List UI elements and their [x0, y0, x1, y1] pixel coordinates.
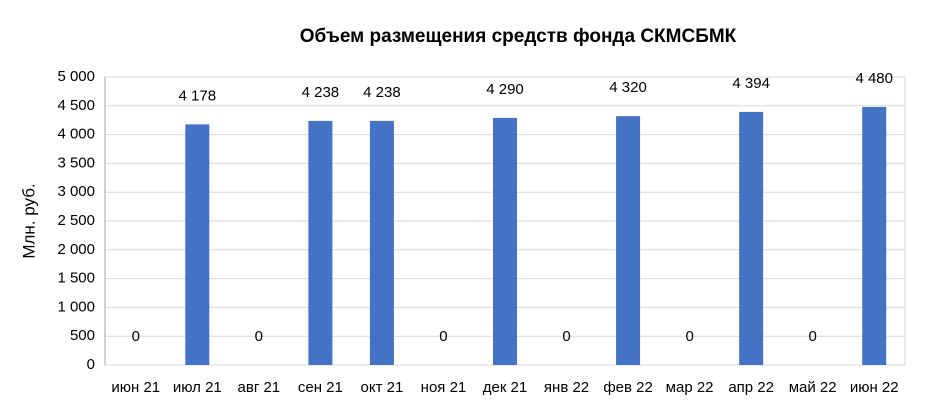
value-label: 4 480	[855, 70, 893, 87]
value-label: 4 178	[179, 87, 217, 104]
bar	[862, 106, 887, 366]
y-tick-label: 3 500	[57, 154, 95, 171]
x-tick-label: фев 22	[603, 379, 653, 396]
x-tick-label: янв 22	[544, 379, 589, 396]
y-tick-label: 5 000	[57, 68, 95, 85]
y-tick-label: 3 000	[57, 183, 95, 200]
bar	[616, 116, 641, 365]
bar	[493, 117, 517, 366]
value-label: 4 320	[609, 79, 647, 96]
bar	[369, 120, 394, 365]
x-tick-label: июн 21	[111, 379, 160, 396]
y-tick-label: 2 500	[57, 212, 95, 229]
y-tick-label: 1 500	[57, 270, 95, 287]
y-tick-label: 500	[70, 327, 95, 344]
y-tick-label: 1 000	[57, 298, 95, 315]
value-label: 4 238	[302, 84, 340, 101]
chart-title: Объем размещения средств фонда СКМСБМК	[300, 26, 737, 47]
value-label: 0	[809, 328, 817, 345]
x-tick-label: апр 22	[728, 379, 774, 396]
value-label: 0	[439, 328, 447, 345]
y-tick-label: 0	[87, 356, 95, 373]
y-tick-label: 2 000	[57, 241, 95, 258]
x-tick-label: май 22	[789, 379, 837, 396]
value-label: 0	[132, 328, 140, 345]
x-tick-label: окт 21	[361, 379, 404, 396]
y-tick-label: 4 500	[57, 97, 95, 114]
bar	[308, 120, 333, 365]
value-label: 4 238	[363, 84, 401, 101]
value-label: 4 290	[486, 81, 524, 98]
y-tick-label: 4 000	[57, 126, 95, 143]
value-label: 0	[255, 328, 263, 345]
bar	[185, 124, 210, 365]
value-label: 4 394	[732, 75, 770, 92]
bar	[739, 111, 764, 365]
x-tick-label: сен 21	[298, 379, 343, 396]
value-label: 0	[562, 328, 570, 345]
x-tick-label: ноя 21	[421, 379, 467, 396]
x-tick-label: июн 22	[850, 379, 899, 396]
value-label: 0	[685, 328, 693, 345]
x-tick-label: мар 22	[666, 379, 714, 396]
x-tick-label: июл 21	[173, 379, 222, 396]
x-tick-label: авг 21	[238, 379, 281, 396]
y-axis-label: Млн. руб.	[19, 183, 38, 258]
x-tick-label: дек 21	[483, 379, 528, 396]
